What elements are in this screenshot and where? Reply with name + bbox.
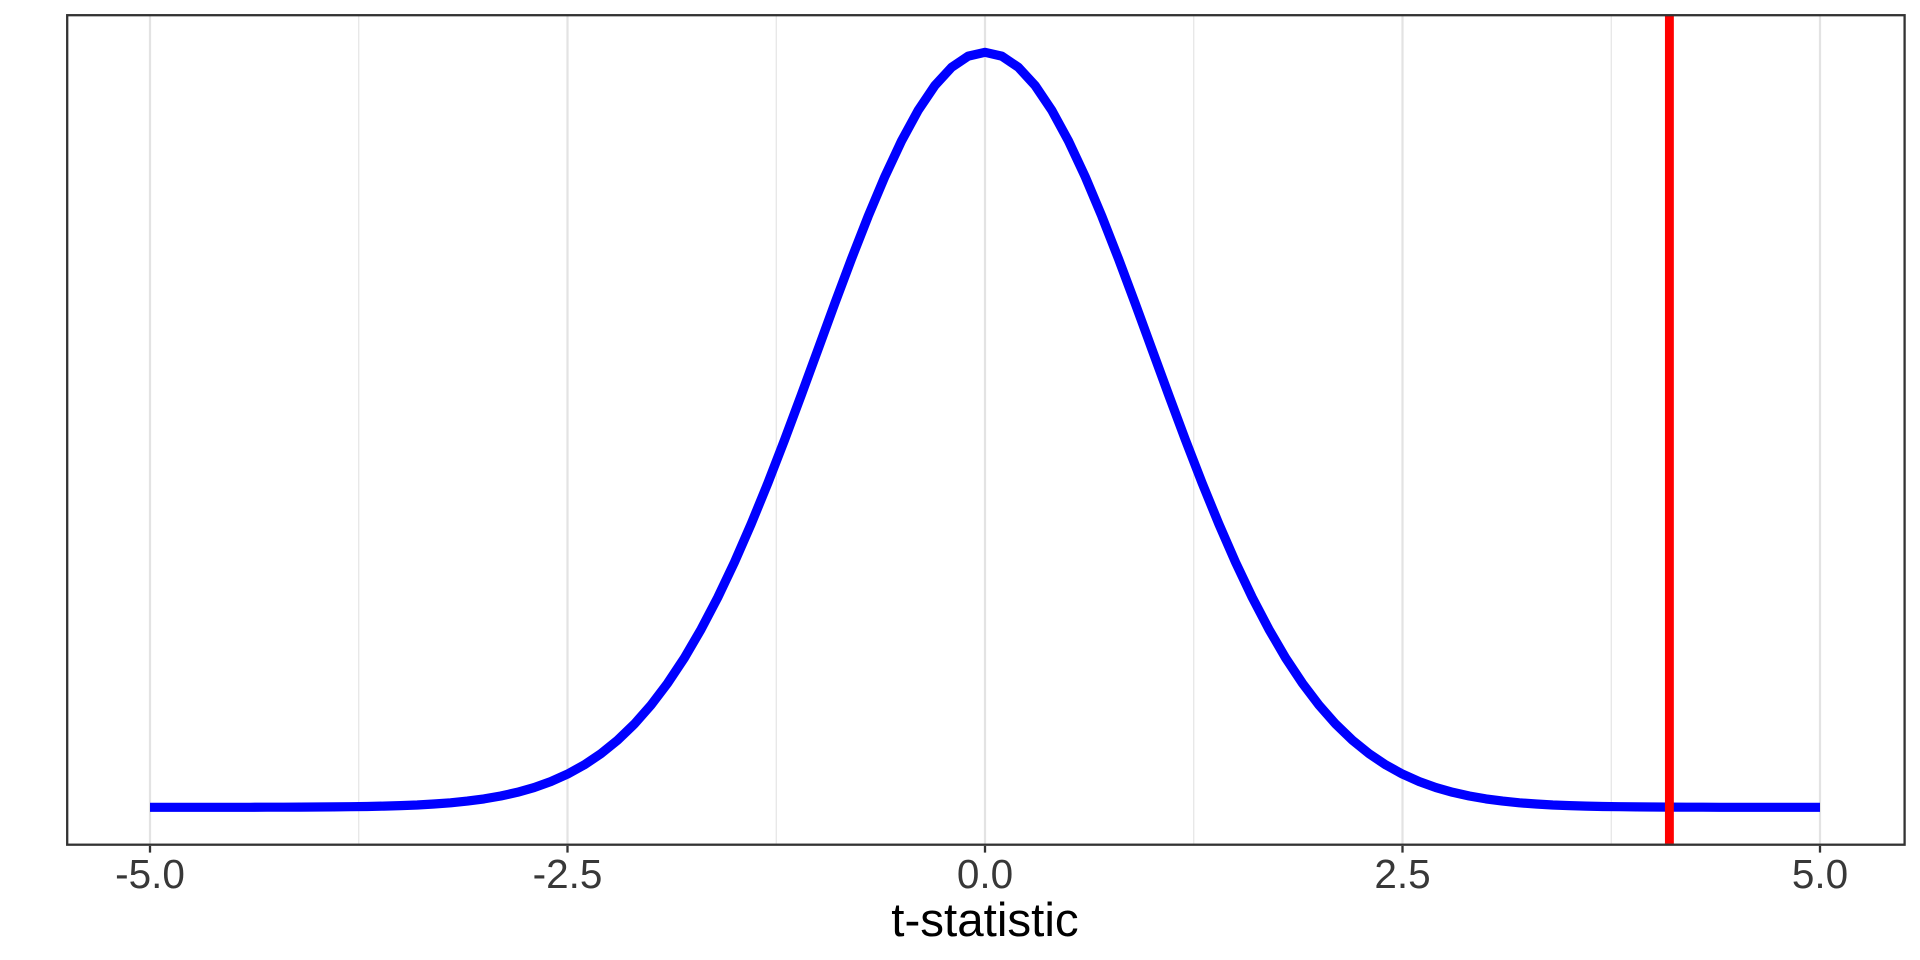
svg-text:t-statistic: t-statistic: [891, 894, 1078, 947]
svg-text:-2.5: -2.5: [533, 851, 603, 897]
svg-text:-5.0: -5.0: [115, 851, 185, 897]
svg-text:5.0: 5.0: [1792, 851, 1848, 897]
svg-text:0.0: 0.0: [957, 851, 1013, 897]
svg-text:2.5: 2.5: [1374, 851, 1430, 897]
